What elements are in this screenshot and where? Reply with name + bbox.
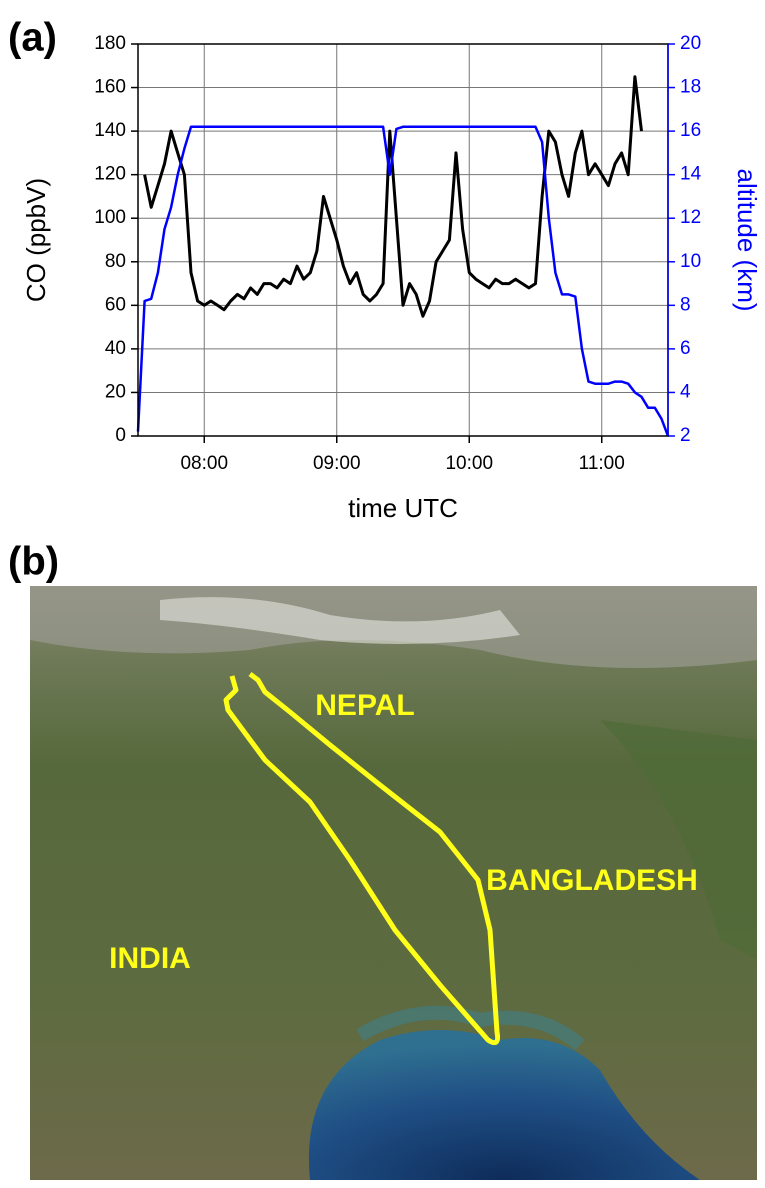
- map-label: NEPAL: [315, 689, 414, 722]
- y2-tick-label: 12: [680, 207, 701, 228]
- y2-tick-label: 16: [680, 120, 701, 141]
- y-tick-label: 120: [94, 164, 126, 185]
- map-panel: (b) NEPAL BANGLADESH INDIA: [8, 540, 757, 1180]
- y-tick-label: 80: [105, 251, 126, 272]
- x-axis-label: time UTC: [348, 493, 458, 523]
- y-tick-label: 20: [105, 381, 126, 402]
- series-line: [143, 75, 643, 318]
- y-tick-label: 160: [94, 77, 126, 98]
- x-tick-label: 09:00: [313, 453, 361, 474]
- delta: [356, 1005, 585, 1051]
- y-tick-label: 140: [94, 120, 126, 141]
- y2-tick-label: 20: [680, 33, 701, 54]
- y-tick-label: 100: [94, 207, 126, 228]
- hills: [600, 720, 757, 960]
- y2-tick-label: 6: [680, 338, 691, 359]
- y2-tick-label: 18: [680, 77, 701, 98]
- y-tick-label: 0: [115, 425, 126, 446]
- panel-label: (a): [8, 16, 57, 60]
- panel-label: (b): [8, 540, 59, 584]
- flight-track: [223, 672, 501, 1046]
- snow: [160, 597, 520, 644]
- x-tick-label: 11:00: [579, 453, 625, 474]
- y2-tick-label: 10: [680, 251, 701, 272]
- bay-of-bengal: [308, 1030, 700, 1180]
- y2-tick-label: 4: [680, 381, 691, 402]
- map-label: BANGLADESH: [486, 864, 698, 897]
- chart: (a) time UTC CO (ppbV) altitude (km) 020…: [8, 16, 762, 523]
- y2-axis-label: altitude (km): [732, 168, 762, 311]
- series-line: [136, 125, 670, 437]
- y-axis-label: CO (ppbV): [21, 178, 51, 302]
- y2-tick-label: 2: [680, 425, 691, 446]
- y-tick-label: 60: [105, 294, 126, 315]
- y-tick-label: 40: [105, 338, 126, 359]
- y2-tick-label: 8: [680, 294, 691, 315]
- y2-tick-label: 14: [680, 164, 702, 185]
- x-tick-label: 08:00: [180, 453, 228, 474]
- x-tick-label: 10:00: [445, 453, 493, 474]
- y-tick-label: 180: [94, 33, 126, 54]
- map-label: INDIA: [109, 942, 191, 975]
